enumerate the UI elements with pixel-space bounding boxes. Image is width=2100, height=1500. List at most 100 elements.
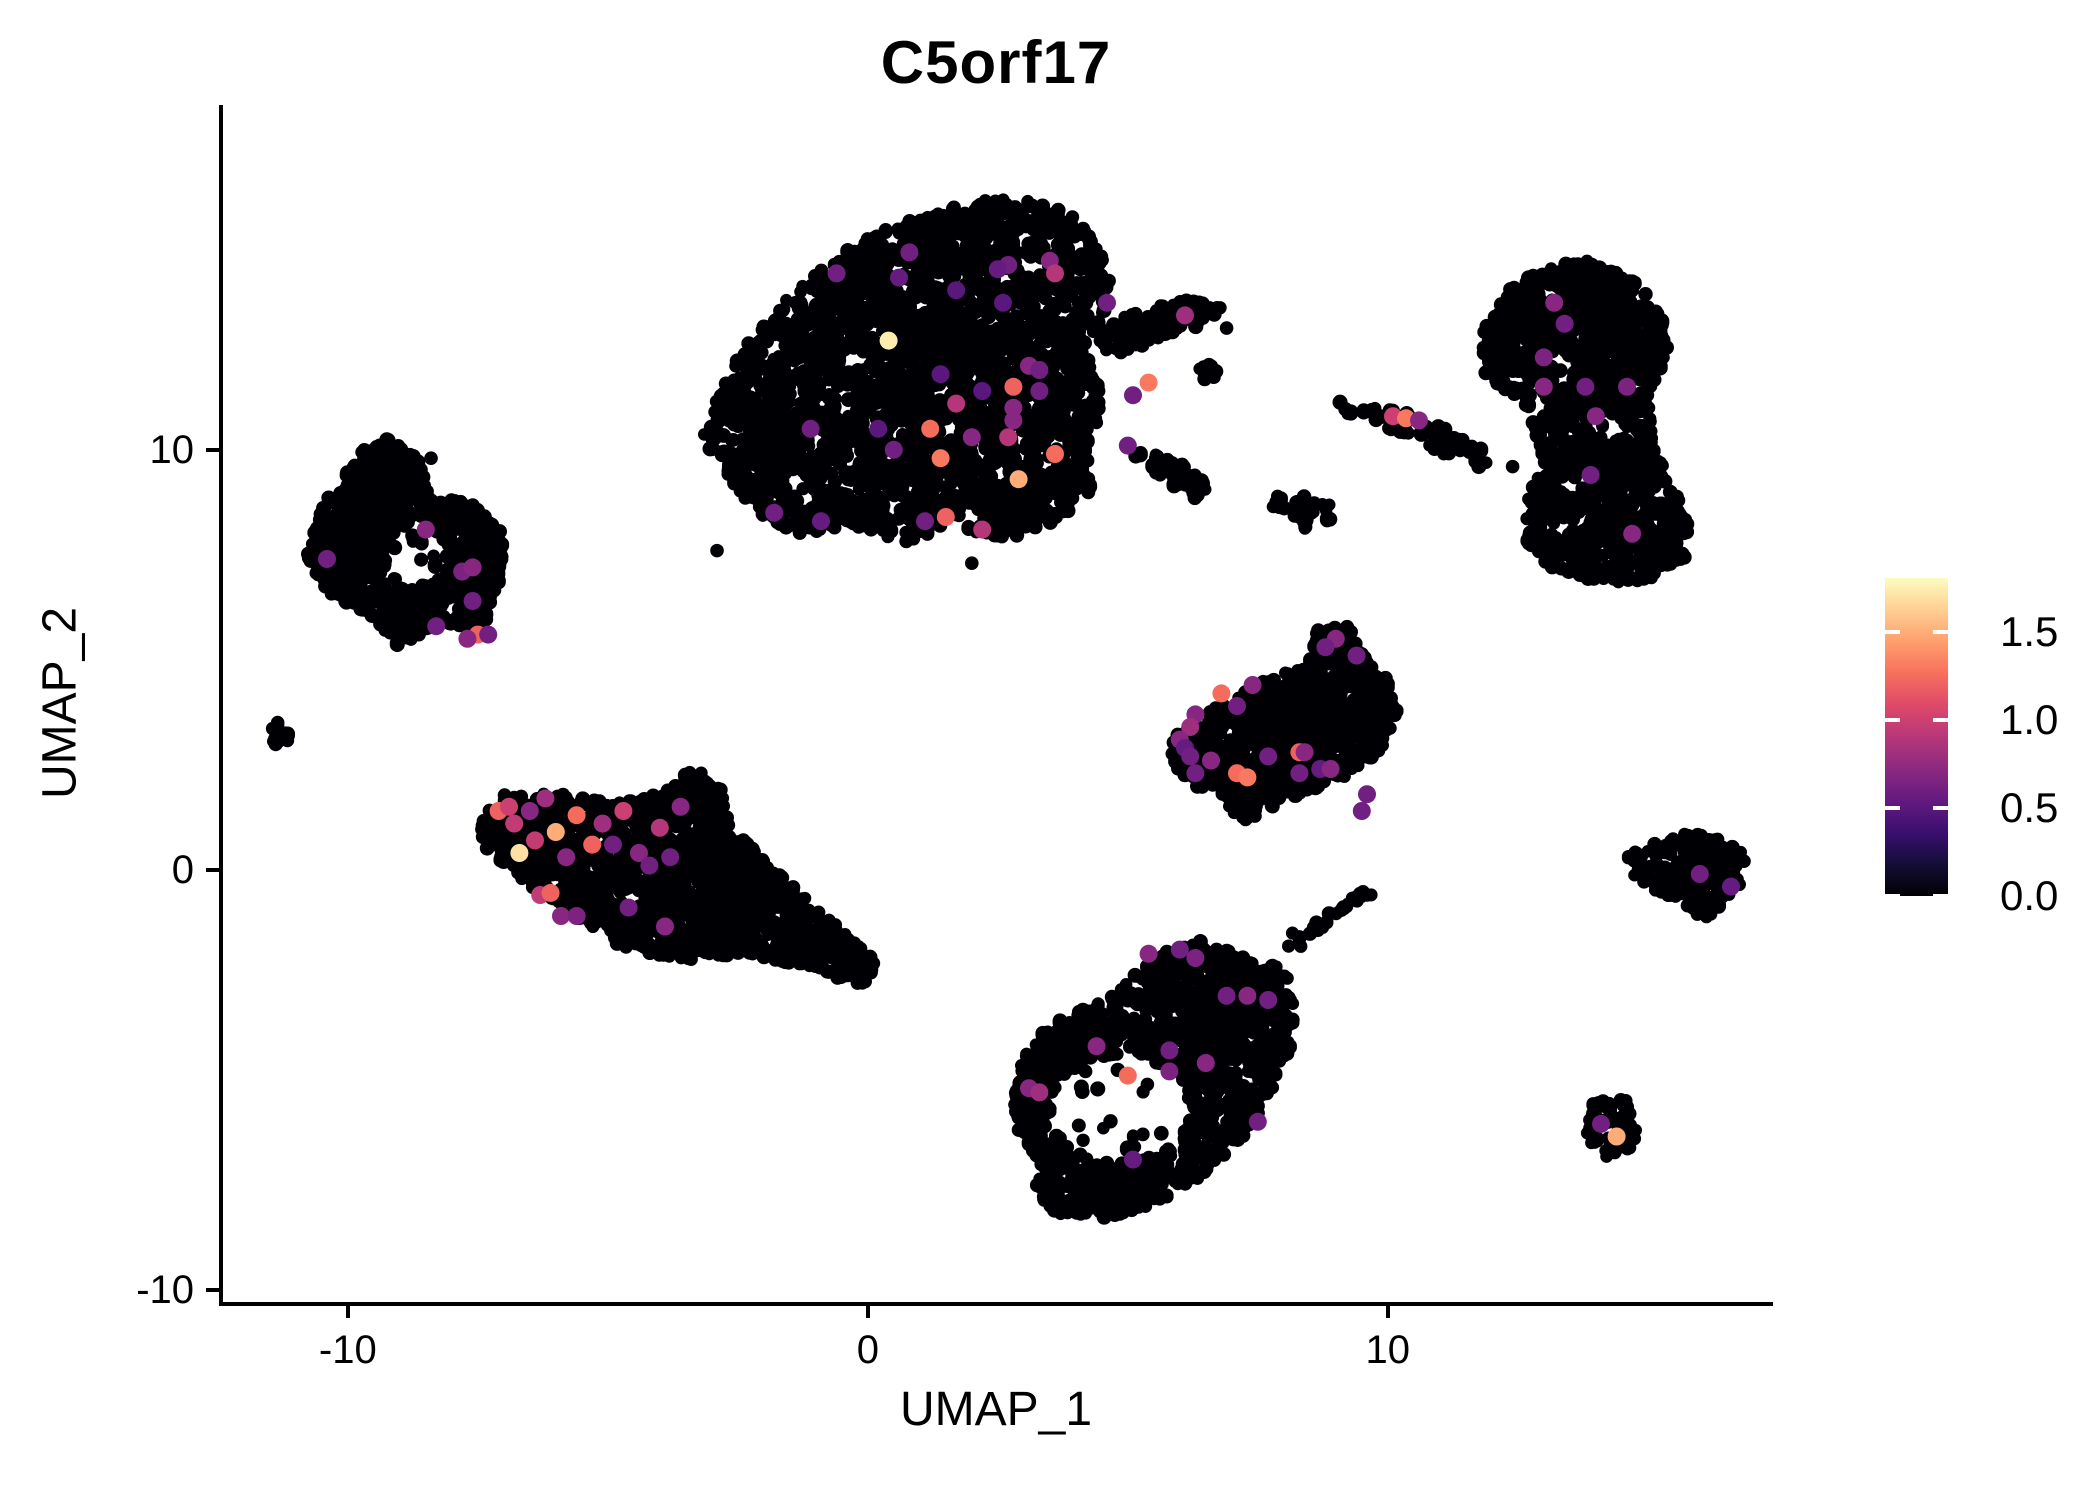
cluster-points-left	[300, 432, 510, 653]
expressing-cell	[536, 789, 555, 808]
y-tick	[206, 1287, 222, 1292]
x-tick-label: -10	[318, 1328, 377, 1372]
legend-tick-label: 1.5	[2000, 608, 2059, 656]
y-tick	[206, 447, 222, 452]
expressing-cell	[1118, 436, 1137, 455]
expressing-cell	[1243, 676, 1262, 694]
expressing-cell	[812, 512, 830, 531]
expressing-cell	[999, 428, 1018, 447]
expressing-cell	[931, 449, 950, 468]
expressing-cell	[1248, 1112, 1267, 1131]
x-tick	[345, 1302, 350, 1318]
expressing-cell	[1545, 293, 1564, 312]
expressing-cell	[884, 440, 903, 459]
cluster-points-small-streak-c	[1128, 446, 1212, 506]
expressing-cell	[1534, 348, 1553, 367]
expressing-cell	[931, 365, 950, 384]
legend-tick-mark	[1885, 718, 1900, 723]
expressing-cell	[1124, 386, 1142, 405]
expressing-cell	[661, 848, 680, 867]
expressing-cell	[1030, 361, 1049, 379]
legend-tick-mark	[1933, 894, 1948, 898]
expressing-cell	[1046, 264, 1064, 283]
expressing-cell	[1321, 760, 1340, 778]
cluster-points-right	[1476, 254, 1695, 589]
expressing-cell	[1212, 684, 1231, 703]
expressing-cell	[567, 907, 586, 925]
expressing-cell	[1009, 470, 1028, 489]
legend-tick-mark	[1885, 806, 1900, 811]
expressing-cell	[890, 268, 908, 287]
expressing-cell	[1124, 1150, 1142, 1169]
expressing-cell	[962, 428, 981, 447]
expressing-cell	[1581, 466, 1600, 484]
expressing-cell	[557, 848, 576, 867]
expressing-cell	[458, 629, 477, 648]
expressing-cell	[614, 802, 633, 820]
x-tick	[865, 1302, 870, 1318]
expressing-cell	[1352, 802, 1371, 820]
expressing-cell	[765, 503, 784, 522]
expressing-cell	[801, 419, 820, 438]
expressing-cell	[988, 260, 1007, 279]
expressing-cell	[1004, 411, 1023, 430]
expressing-cell	[1295, 743, 1314, 762]
expressing-cell	[630, 844, 648, 862]
expressing-cell	[510, 844, 529, 862]
expressing-cell	[640, 856, 659, 875]
expressing-cell	[916, 512, 934, 531]
expressing-cell	[1316, 638, 1335, 657]
expressing-cell	[879, 331, 898, 350]
expressing-cell	[1139, 373, 1158, 392]
expressing-cell	[604, 835, 622, 854]
cluster-points-tiny-orange-blob	[1580, 1092, 1642, 1163]
expressing-cell	[416, 520, 435, 539]
expressing-cell	[1004, 398, 1023, 417]
expressing-cell	[1030, 1083, 1049, 1102]
legend-tick-mark	[1933, 806, 1948, 811]
expressing-cell	[1181, 718, 1200, 736]
legend-tick-label: 0.5	[2000, 784, 2059, 832]
expressing-cell	[947, 394, 966, 413]
expressing-cell	[1259, 991, 1278, 1009]
y-axis-label: UMAP_2	[33, 606, 87, 800]
expressing-cell	[583, 835, 602, 854]
expressing-cell	[947, 281, 966, 300]
legend-tick-mark	[1885, 894, 1900, 898]
x-tick-label: 10	[1365, 1328, 1411, 1372]
expressing-cell	[1046, 445, 1064, 463]
expressing-cell	[936, 508, 955, 526]
expressing-cell	[1259, 747, 1278, 766]
expressing-cell	[900, 243, 919, 262]
y-tick-label: -10	[136, 1267, 194, 1312]
expressing-cell	[650, 818, 669, 837]
cluster-points-streak-right-top	[1332, 394, 1493, 475]
legend-tick-mark	[1885, 630, 1900, 635]
y-tick-label: 0	[171, 847, 194, 892]
expressing-cell	[1238, 768, 1257, 787]
expressing-cell	[1358, 785, 1376, 804]
cluster-points-wisp-bottom-right	[1281, 884, 1378, 953]
expressing-cell	[1347, 646, 1366, 665]
x-tick-label: 0	[856, 1328, 879, 1372]
expressing-cell	[994, 293, 1012, 312]
expressing-cell	[479, 625, 498, 644]
expressing-cell	[567, 806, 586, 825]
expressing-cell	[1410, 411, 1428, 430]
expressing-cell	[1586, 407, 1605, 426]
expressing-cell	[1618, 377, 1636, 396]
cluster-points-top-center	[697, 193, 1116, 549]
cluster-points-small-blob-b2	[1266, 489, 1292, 516]
cluster-points-tiny-left	[265, 715, 296, 752]
expressing-cell	[1607, 1127, 1626, 1146]
expressing-cell	[1576, 377, 1595, 396]
expressing-cell	[1181, 747, 1200, 766]
expressing-cell	[1534, 377, 1553, 396]
expressing-cell	[1592, 1114, 1610, 1133]
expressing-cell	[593, 814, 612, 833]
x-tick	[1385, 1302, 1390, 1318]
expressing-cell	[1217, 986, 1236, 1005]
expressing-cell	[552, 907, 570, 925]
plot-title: C5orf17	[880, 29, 1112, 96]
